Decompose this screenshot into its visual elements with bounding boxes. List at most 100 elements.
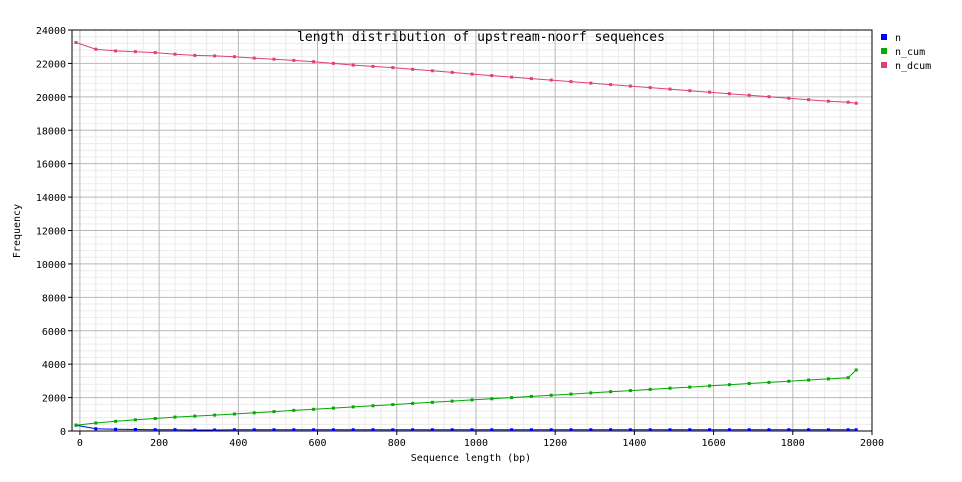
- data-point-n-dcum: [133, 50, 137, 54]
- data-point-n-cum: [854, 368, 858, 372]
- x-tick-label: 1200: [543, 438, 567, 449]
- y-tick-label: 2000: [42, 394, 66, 405]
- data-point-n-dcum: [292, 58, 296, 62]
- data-point-n-cum: [133, 418, 137, 422]
- x-tick-label: 1400: [622, 438, 646, 449]
- data-point-n: [510, 428, 514, 432]
- data-point-n: [668, 428, 672, 432]
- data-point-n: [747, 428, 751, 432]
- data-point-n-cum: [173, 415, 177, 419]
- data-point-n: [628, 428, 632, 432]
- data-point-n-dcum: [609, 83, 613, 87]
- legend-marker-n-dcum: [881, 62, 887, 68]
- data-point-n: [609, 428, 613, 432]
- data-point-n: [648, 428, 652, 432]
- data-point-n-cum: [510, 396, 514, 400]
- data-point-n-dcum: [490, 74, 494, 78]
- data-point-n: [529, 428, 533, 432]
- x-tick-label: 800: [388, 438, 406, 449]
- data-point-n: [708, 428, 712, 432]
- legend-label-n-cum: n_cum: [895, 47, 925, 58]
- data-point-n-dcum: [331, 61, 335, 65]
- data-point-n: [569, 428, 573, 432]
- data-point-n: [854, 428, 858, 432]
- data-point-n-cum: [430, 400, 434, 404]
- data-point-n-cum: [292, 408, 296, 412]
- y-axis-ticks: 0 2000 4000 6000 8000 10000 12000 14000 16000 180…: [36, 26, 72, 438]
- y-tick-label: 8000: [42, 293, 66, 304]
- data-point-n-cum: [787, 379, 791, 383]
- y-tick-label: 6000: [42, 327, 66, 338]
- data-point-n: [767, 428, 771, 432]
- data-point-n-cum: [767, 380, 771, 384]
- data-point-n-dcum: [628, 84, 632, 88]
- data-point-n-cum: [213, 413, 217, 417]
- data-point-n: [826, 428, 830, 432]
- data-point-n-cum: [232, 412, 236, 416]
- data-point-n-cum: [668, 386, 672, 390]
- data-point-n: [589, 428, 593, 432]
- data-point-n-dcum: [470, 72, 474, 76]
- data-point-n-dcum: [589, 81, 593, 85]
- data-point-n-cum: [549, 393, 553, 397]
- legend-marker-n: [881, 34, 887, 40]
- data-point-n-cum: [331, 406, 335, 410]
- data-point-n-dcum: [173, 52, 177, 56]
- data-point-n: [114, 427, 118, 431]
- legend-label-n: n: [895, 33, 901, 44]
- legend-label-n-dcum: n_dcum: [895, 61, 931, 72]
- data-point-n: [193, 428, 197, 432]
- data-point-n-cum: [628, 389, 632, 393]
- data-point-n-cum: [272, 410, 276, 414]
- data-point-n-cum: [589, 391, 593, 395]
- y-tick-label: 18000: [36, 126, 66, 137]
- data-point-n-cum: [193, 414, 197, 418]
- data-point-n-dcum: [312, 60, 316, 64]
- data-point-n: [450, 428, 454, 432]
- data-point-n-dcum: [391, 66, 395, 70]
- legend-marker-n-cum: [881, 48, 887, 54]
- data-point-n: [391, 428, 395, 432]
- data-point-n: [94, 427, 98, 431]
- x-tick-label: 1800: [781, 438, 805, 449]
- data-point-n-dcum: [826, 99, 830, 103]
- data-point-n-dcum: [529, 77, 533, 81]
- y-tick-label: 10000: [36, 260, 66, 271]
- data-point-n: [232, 428, 236, 432]
- data-point-n: [549, 428, 553, 432]
- x-tick-label: 2000: [860, 438, 884, 449]
- y-tick-label: 24000: [36, 26, 66, 37]
- x-tick-label: 0: [77, 438, 83, 449]
- data-point-n-dcum: [727, 92, 731, 96]
- data-point-n-cum: [252, 411, 256, 415]
- data-point-n-dcum: [708, 90, 712, 94]
- data-point-n: [411, 428, 415, 432]
- data-point-n-cum: [411, 401, 415, 405]
- chart-title: length distribution of upstream-noorf se…: [297, 30, 665, 45]
- y-tick-label: 20000: [36, 93, 66, 104]
- x-axis-ticks: 0 200 400 600 800 1000 1200 1400 1600 1800 2000: [77, 431, 884, 449]
- data-point-n: [213, 428, 217, 432]
- data-point-n-dcum: [153, 51, 157, 55]
- data-point-n-dcum: [688, 89, 692, 93]
- y-tick-label: 12000: [36, 227, 66, 238]
- data-point-n-cum: [747, 382, 751, 385]
- data-point-n: [331, 428, 335, 432]
- data-point-n-cum: [450, 399, 454, 403]
- data-point-n-dcum: [787, 96, 791, 100]
- data-point-n: [688, 428, 692, 432]
- data-point-n: [133, 428, 137, 431]
- data-point-n-cum: [826, 377, 830, 381]
- data-point-n-cum: [391, 403, 395, 407]
- data-point-n: [153, 428, 157, 432]
- data-point-n-dcum: [232, 55, 236, 59]
- data-point-n-cum: [470, 398, 474, 402]
- data-point-n-cum: [490, 397, 494, 401]
- data-point-n-dcum: [846, 100, 850, 104]
- data-point-n-cum: [648, 387, 652, 391]
- data-point-n-cum: [807, 378, 811, 382]
- y-tick-label: 4000: [42, 360, 66, 371]
- x-tick-label: 200: [150, 438, 168, 449]
- data-point-n-dcum: [569, 80, 573, 84]
